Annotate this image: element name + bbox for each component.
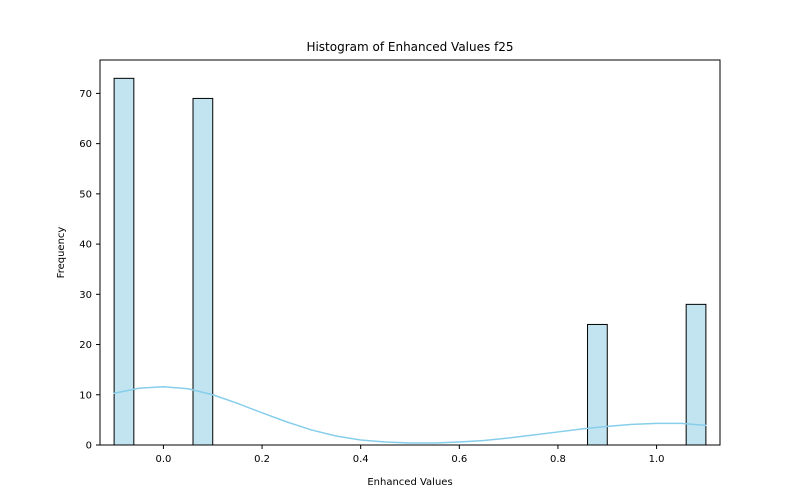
- x-axis-label: Enhanced Values: [367, 477, 452, 488]
- y-tick-label: 0: [86, 441, 92, 452]
- y-axis-label: Frequency: [56, 227, 67, 279]
- y-tick-label: 60: [79, 139, 92, 150]
- y-tick-label: 30: [79, 290, 92, 301]
- x-tick-label: 0.4: [353, 454, 369, 465]
- kde-layer: [113, 385, 707, 444]
- y-tick-label: 40: [79, 240, 92, 251]
- x-tick-label: 0.2: [254, 454, 270, 465]
- bars-layer: [113, 77, 707, 446]
- y-ticks: 0 10 20 30 40 50 60 70: [79, 89, 100, 452]
- x-tick-label: 0.8: [550, 454, 566, 465]
- x-tick-label: 0.6: [451, 454, 467, 465]
- y-tick-label: 50: [79, 189, 92, 200]
- x-tick-label: 1.0: [649, 454, 665, 465]
- y-tick-label: 10: [79, 390, 92, 401]
- y-tick-label: 70: [79, 89, 92, 100]
- axes-frame: [99, 59, 721, 446]
- x-ticks: 0.0 0.2 0.4 0.6 0.8 1.0: [155, 445, 665, 465]
- x-tick-label: 0.0: [155, 454, 171, 465]
- chart-title: Histogram of Enhanced Values f25: [306, 40, 513, 54]
- y-tick-label: 20: [79, 340, 92, 351]
- kde-curve: [113, 385, 707, 444]
